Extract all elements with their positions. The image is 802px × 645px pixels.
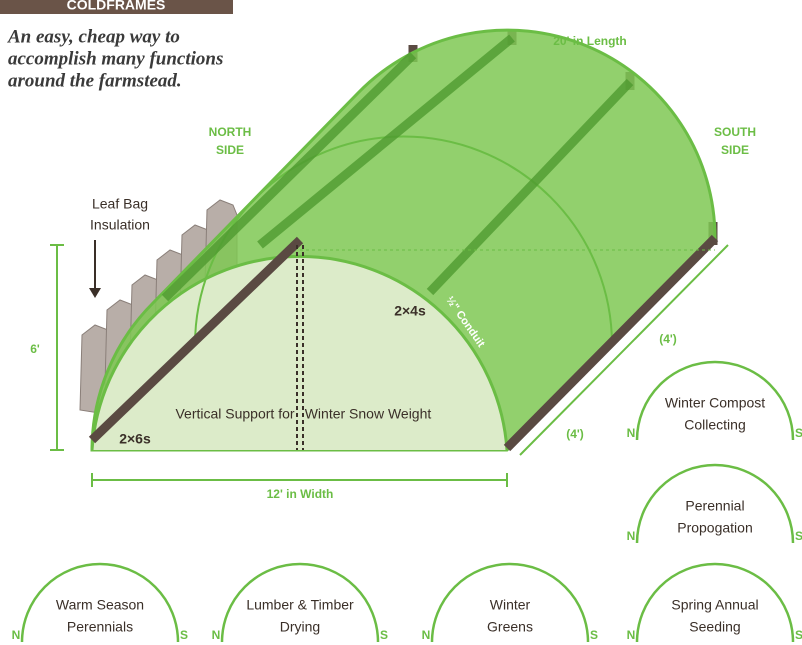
uses: Winter Compost Collecting N S Perennial Propo… [12,360,802,643]
south-marker: S [590,628,598,642]
north-label: NORTH [209,125,252,139]
tagline: An easy, cheap way to [7,26,180,47]
south-marker: S [795,628,802,642]
header-tab [0,0,233,14]
tagline: around the farmstead. [8,70,182,91]
insulation-label: Leaf Bag [92,196,148,212]
support-label: Winter Snow Weight [305,406,432,422]
north-marker: N [627,529,636,543]
south-label: SIDE [721,143,749,157]
north-marker: N [12,628,21,642]
use-label: Perennial [685,498,744,514]
use-label: Winter [490,597,531,613]
use-label: Seeding [689,619,740,635]
use-label: Warm Season [56,597,144,613]
base-board [88,236,304,444]
use-label: Drying [280,619,320,635]
use-label: Greens [487,619,533,635]
use-arch [430,562,590,643]
south-marker: S [380,628,388,642]
dimension-lines [50,244,729,487]
use-arch [20,562,180,643]
use-label: Collecting [684,417,745,433]
tagline: accomplish many functions [8,48,223,69]
rafter-label: 2×4s [394,303,426,319]
use-arch [635,562,795,643]
support-label: Vertical Support for [175,406,294,422]
length-label: 20' in Length [553,34,627,48]
use-label: Spring Annual [671,597,758,613]
north-marker: N [422,628,431,642]
header-tab-text: COLDFRAMES [67,0,166,13]
width-label: 12' in Width [267,487,334,501]
use-label: Winter Compost [665,395,765,411]
north-marker: N [627,628,636,642]
use-arch [220,562,380,643]
front-face [92,256,507,450]
use-label: Perennials [67,619,133,635]
insulation-label: Insulation [90,217,150,233]
north-label: SIDE [216,143,244,157]
arrow-head [89,288,101,298]
south-marker: S [795,426,802,440]
use-label: Lumber & Timber [246,597,354,613]
depth-label: (4') [659,332,677,346]
purlins [161,34,634,302]
south-label: SOUTH [714,125,756,139]
north-marker: N [627,426,636,440]
base-board [503,234,719,452]
height-label: 6' [30,342,40,356]
south-marker: S [180,628,188,642]
north-marker: N [212,628,221,642]
base-label: 2×6s [119,431,151,447]
front-arch [90,254,509,451]
use-arch [635,463,795,544]
south-marker: S [795,529,802,543]
depth-label: (4') [566,427,584,441]
use-label: Propogation [677,520,753,536]
use-arch [635,360,795,441]
